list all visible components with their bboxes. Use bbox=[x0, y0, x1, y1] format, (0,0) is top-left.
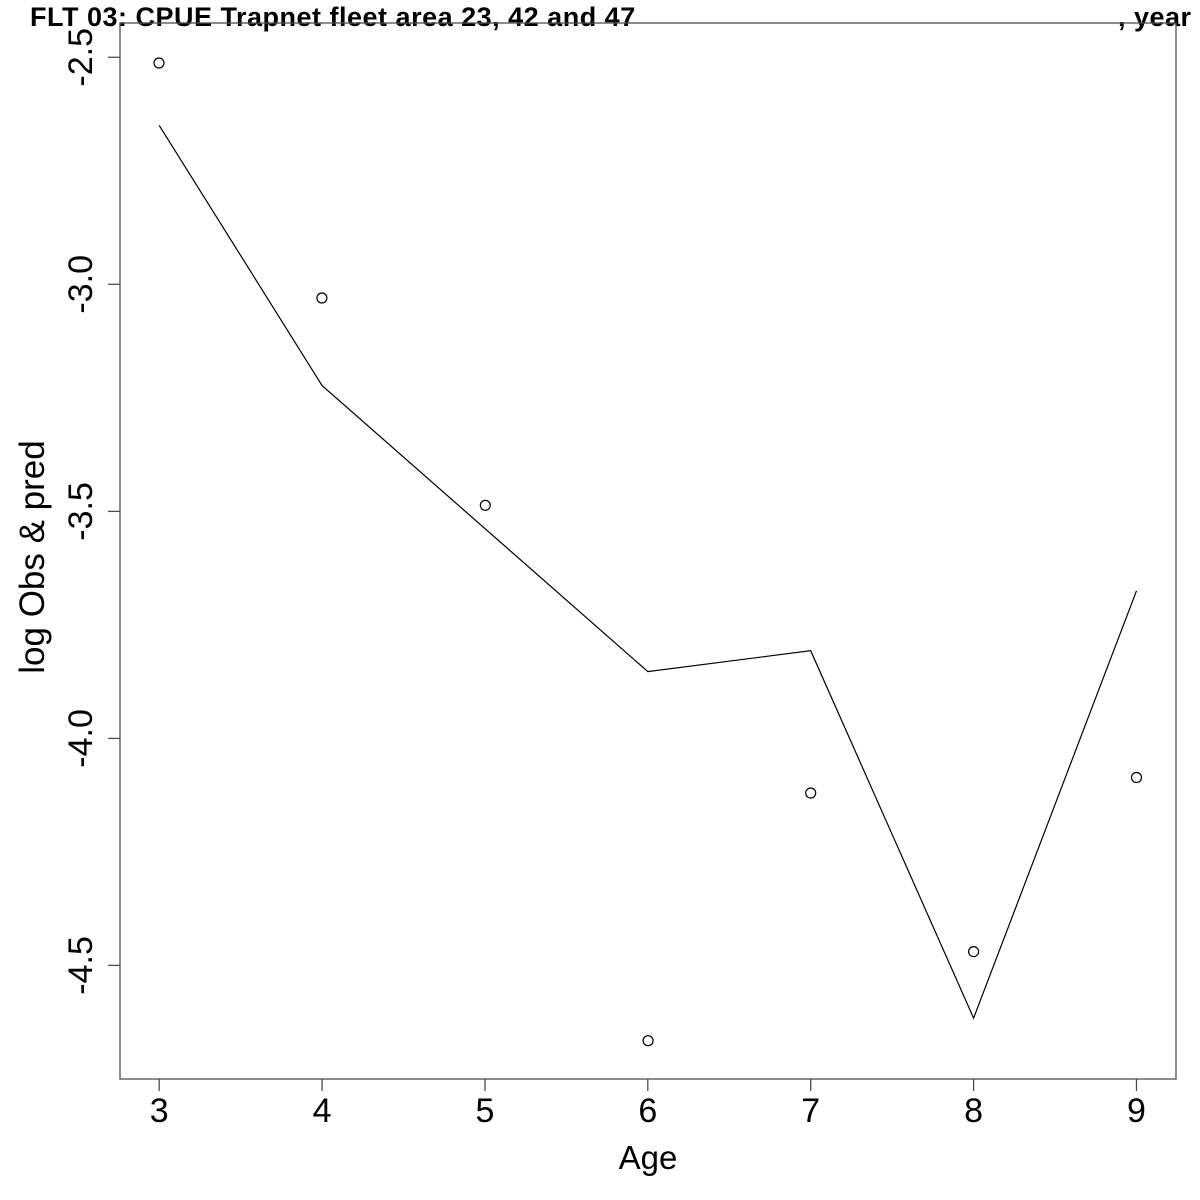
svg-text:3: 3 bbox=[150, 1092, 169, 1130]
svg-text:9: 9 bbox=[1127, 1092, 1146, 1130]
svg-text:-4.0: -4.0 bbox=[62, 709, 100, 768]
svg-text:Age: Age bbox=[619, 1139, 678, 1176]
svg-text:-3.0: -3.0 bbox=[62, 255, 100, 314]
svg-text:5: 5 bbox=[476, 1092, 495, 1130]
svg-text:-3.5: -3.5 bbox=[62, 482, 100, 541]
svg-text:log Obs & pred: log Obs & pred bbox=[13, 440, 52, 673]
svg-text:8: 8 bbox=[964, 1092, 983, 1130]
svg-text:4: 4 bbox=[313, 1092, 332, 1130]
svg-text:-2.5: -2.5 bbox=[62, 28, 100, 87]
svg-text:-4.5: -4.5 bbox=[62, 936, 100, 995]
svg-text:7: 7 bbox=[801, 1092, 820, 1130]
svg-text:6: 6 bbox=[638, 1092, 657, 1130]
